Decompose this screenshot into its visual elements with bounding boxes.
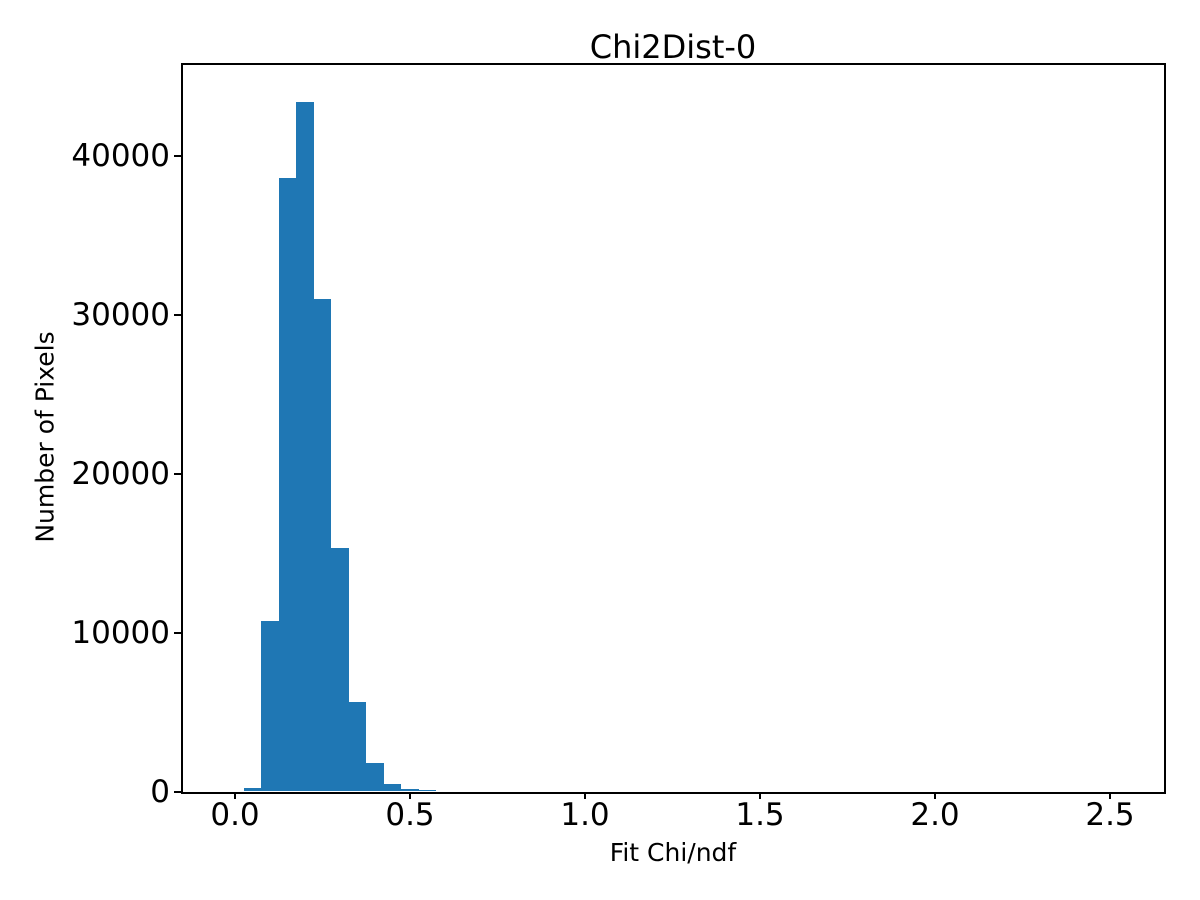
y-tick-label: 40000 (71, 138, 170, 175)
chart-title: Chi2Dist-0 (589, 28, 757, 66)
histogram-bar (401, 788, 419, 791)
x-tick-label: 0.5 (385, 797, 435, 833)
y-tick-label: 20000 (71, 456, 170, 492)
x-tick-mark (409, 792, 411, 799)
histogram-bar (313, 298, 332, 791)
y-tick-label: 0 (150, 774, 170, 810)
histogram-bar (348, 701, 367, 791)
histogram-bar (331, 547, 349, 791)
y-tick-label: 10000 (71, 615, 170, 651)
histogram-bar (296, 102, 314, 791)
x-tick-label: 1.5 (735, 797, 785, 833)
y-tick-mark (174, 632, 181, 634)
y-tick-mark (174, 473, 181, 475)
x-tick-mark (759, 792, 761, 799)
x-tick-label: 0.0 (210, 797, 260, 833)
histogram-bar (418, 790, 437, 791)
histogram-bar (261, 621, 279, 791)
x-tick-label: 2.5 (1085, 797, 1135, 833)
histogram-bar (366, 762, 384, 791)
x-tick-mark (584, 792, 586, 799)
histogram-bar (243, 787, 262, 791)
y-axis-label: Number of Pixels (30, 331, 60, 543)
x-tick-mark (234, 792, 236, 799)
y-tick-mark (174, 791, 181, 793)
x-tick-mark (1109, 792, 1111, 799)
x-tick-mark (934, 792, 936, 799)
x-axis-label: Fit Chi/ndf (609, 838, 737, 867)
x-tick-label: 2.0 (910, 797, 960, 833)
histogram-bar (383, 783, 402, 791)
y-tick-mark (174, 314, 181, 316)
y-tick-mark (174, 155, 181, 158)
x-tick-label: 1.0 (560, 797, 610, 833)
histogram-bar (278, 177, 297, 791)
y-tick-label: 30000 (71, 297, 170, 333)
